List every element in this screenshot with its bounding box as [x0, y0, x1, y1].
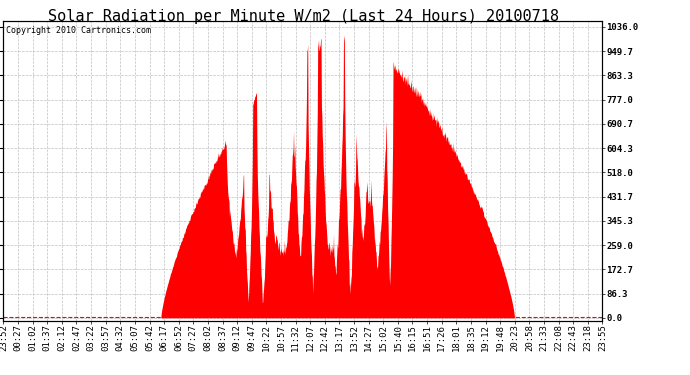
Text: Copyright 2010 Cartronics.com: Copyright 2010 Cartronics.com	[6, 26, 151, 35]
Text: Solar Radiation per Minute W/m2 (Last 24 Hours) 20100718: Solar Radiation per Minute W/m2 (Last 24…	[48, 9, 559, 24]
